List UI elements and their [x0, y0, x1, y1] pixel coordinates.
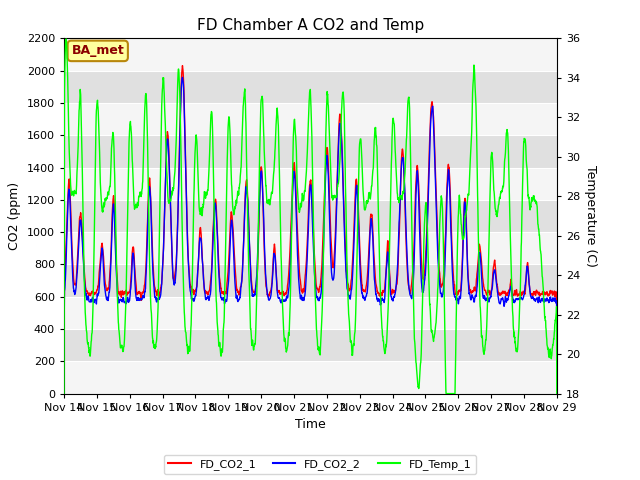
FD_Temp_1	[553, 391, 561, 396]
Bar	[64, 361, 557, 394]
FD_CO2_2	[324, 173, 332, 179]
FD_Temp_1	[524, 167, 531, 172]
Text: BA_met: BA_met	[72, 44, 124, 58]
FD_Temp_1	[454, 249, 461, 255]
FD_CO2_1	[335, 120, 343, 126]
Bar	[64, 38, 557, 71]
FD_CO2_1	[553, 317, 561, 323]
Bar	[64, 103, 557, 135]
Legend: FD_CO2_1, FD_CO2_2, FD_Temp_1: FD_CO2_1, FD_CO2_2, FD_Temp_1	[164, 455, 476, 474]
FD_CO2_1	[179, 63, 186, 69]
Bar	[64, 135, 557, 168]
FD_CO2_1	[324, 161, 332, 167]
FD_Temp_1	[198, 210, 205, 216]
FD_CO2_1	[60, 335, 68, 340]
Bar	[64, 71, 557, 103]
Bar	[64, 168, 557, 200]
Line: FD_CO2_1: FD_CO2_1	[64, 66, 557, 337]
Y-axis label: CO2 (ppm): CO2 (ppm)	[8, 182, 21, 250]
Bar	[64, 264, 557, 297]
FD_CO2_2	[335, 132, 343, 137]
Bar	[64, 200, 557, 232]
FD_CO2_2	[179, 74, 186, 80]
FD_CO2_1	[198, 241, 205, 247]
Bar	[64, 297, 557, 329]
X-axis label: Time: Time	[295, 418, 326, 431]
Y-axis label: Temperature (C): Temperature (C)	[584, 165, 596, 267]
FD_CO2_1	[509, 292, 517, 298]
FD_CO2_1	[524, 262, 531, 268]
FD_CO2_2	[524, 263, 531, 269]
FD_Temp_1	[60, 391, 68, 396]
FD_CO2_2	[60, 341, 68, 347]
FD_Temp_1	[509, 326, 517, 332]
FD_CO2_2	[509, 297, 517, 302]
Line: FD_CO2_2: FD_CO2_2	[64, 77, 557, 344]
FD_Temp_1	[62, 36, 70, 42]
Title: FD Chamber A CO2 and Temp: FD Chamber A CO2 and Temp	[196, 18, 424, 33]
FD_CO2_1	[454, 292, 461, 298]
FD_Temp_1	[324, 103, 332, 108]
FD_CO2_2	[454, 296, 461, 301]
FD_CO2_2	[198, 246, 205, 252]
FD_Temp_1	[335, 172, 343, 178]
Bar	[64, 329, 557, 361]
Bar	[64, 232, 557, 264]
FD_CO2_2	[553, 321, 561, 326]
Line: FD_Temp_1: FD_Temp_1	[64, 39, 557, 394]
